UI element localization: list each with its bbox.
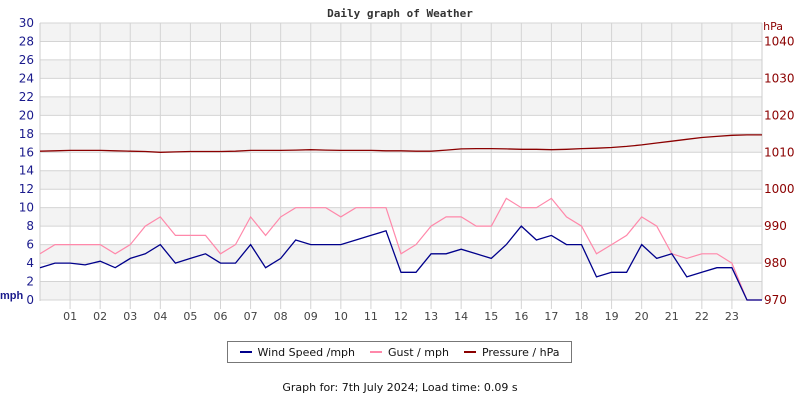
left-tick-label: 22: [19, 90, 34, 104]
series-line-gust: [39, 197, 762, 301]
x-tick-label: 12: [394, 310, 408, 323]
legend-item-pressure: Pressure / hPa: [463, 345, 560, 359]
x-tick-label: 10: [334, 310, 348, 323]
left-tick-label: 26: [19, 53, 34, 67]
left-tick-label: 6: [26, 238, 34, 252]
left-tick-label: 24: [19, 71, 34, 85]
right-tick-label: 970: [764, 293, 787, 307]
series-line-wind-speed: [39, 225, 762, 301]
chart-title: Daily graph of Weather: [327, 7, 473, 20]
left-tick-label: 16: [19, 145, 34, 159]
left-tick-label: 14: [19, 164, 34, 178]
right-tick-label: 1040: [764, 34, 795, 48]
series-line-pressure: [39, 134, 762, 153]
x-tick-label: 17: [544, 310, 558, 323]
left-tick-label: 2: [26, 275, 34, 289]
right-tick-label: 1010: [764, 145, 795, 159]
left-tick-label: 20: [19, 108, 34, 122]
x-tick-label: 01: [63, 310, 77, 323]
left-tick-label: 12: [19, 182, 34, 196]
x-tick-label: 09: [304, 310, 318, 323]
x-tick-label: 05: [183, 310, 197, 323]
x-tick-label: 21: [665, 310, 679, 323]
right-tick-label: 1020: [764, 108, 795, 122]
x-tick-label: 06: [214, 310, 228, 323]
right-axis-label: hPa: [763, 20, 783, 33]
legend-label-wind: Wind Speed /mph: [257, 345, 356, 359]
x-tick-label: 13: [424, 310, 438, 323]
left-tick-label: 28: [19, 34, 34, 48]
right-tick-label: 1000: [764, 182, 795, 196]
left-tick-label: 0: [26, 293, 34, 307]
left-tick-label: 8: [26, 219, 34, 233]
footer-text: Graph for: 7th July 2024; Load time: 0.0…: [282, 381, 518, 394]
x-tick-label: 19: [605, 310, 619, 323]
left-tick-label: 18: [19, 127, 34, 141]
left-tick-label: 4: [26, 256, 34, 270]
left-tick-label: 30: [19, 16, 34, 30]
legend-item-gust: Gust / mph: [370, 346, 449, 359]
x-tick-label: 20: [635, 310, 649, 323]
legend-label-pressure: Pressure / hPa: [481, 345, 560, 359]
legend: Wind Speed /mph Gust / mph Pressure / hP…: [227, 341, 572, 363]
x-tick-label: 04: [153, 310, 167, 323]
x-tick-label: 15: [484, 310, 498, 323]
x-tick-label: 14: [454, 310, 468, 323]
x-tick-label: 22: [695, 310, 709, 323]
x-tick-label: 16: [514, 310, 528, 323]
left-axis-label: mph: [0, 290, 24, 302]
right-tick-label: 990: [764, 219, 787, 233]
x-tick-label: 08: [274, 310, 288, 323]
left-tick-label: 10: [19, 201, 34, 215]
x-tick-label: 07: [244, 310, 258, 323]
right-tick-label: 1030: [764, 71, 795, 85]
x-tick-label: 23: [725, 310, 739, 323]
x-tick-label: 02: [93, 310, 107, 323]
right-tick-label: 980: [764, 256, 787, 270]
x-tick-label: 18: [575, 310, 589, 323]
legend-swatch-pressure: [463, 351, 476, 353]
x-tick-label: 03: [123, 310, 137, 323]
legend-item-wind: Wind Speed /mph: [239, 345, 356, 359]
legend-swatch-wind: [239, 351, 252, 353]
x-tick-label: 11: [364, 310, 378, 323]
legend-label-gust: Gust / mph: [388, 345, 449, 359]
weather-chart: Daily graph of Weather 02468101214161820…: [0, 7, 795, 323]
legend-swatch-gust: [370, 351, 383, 353]
